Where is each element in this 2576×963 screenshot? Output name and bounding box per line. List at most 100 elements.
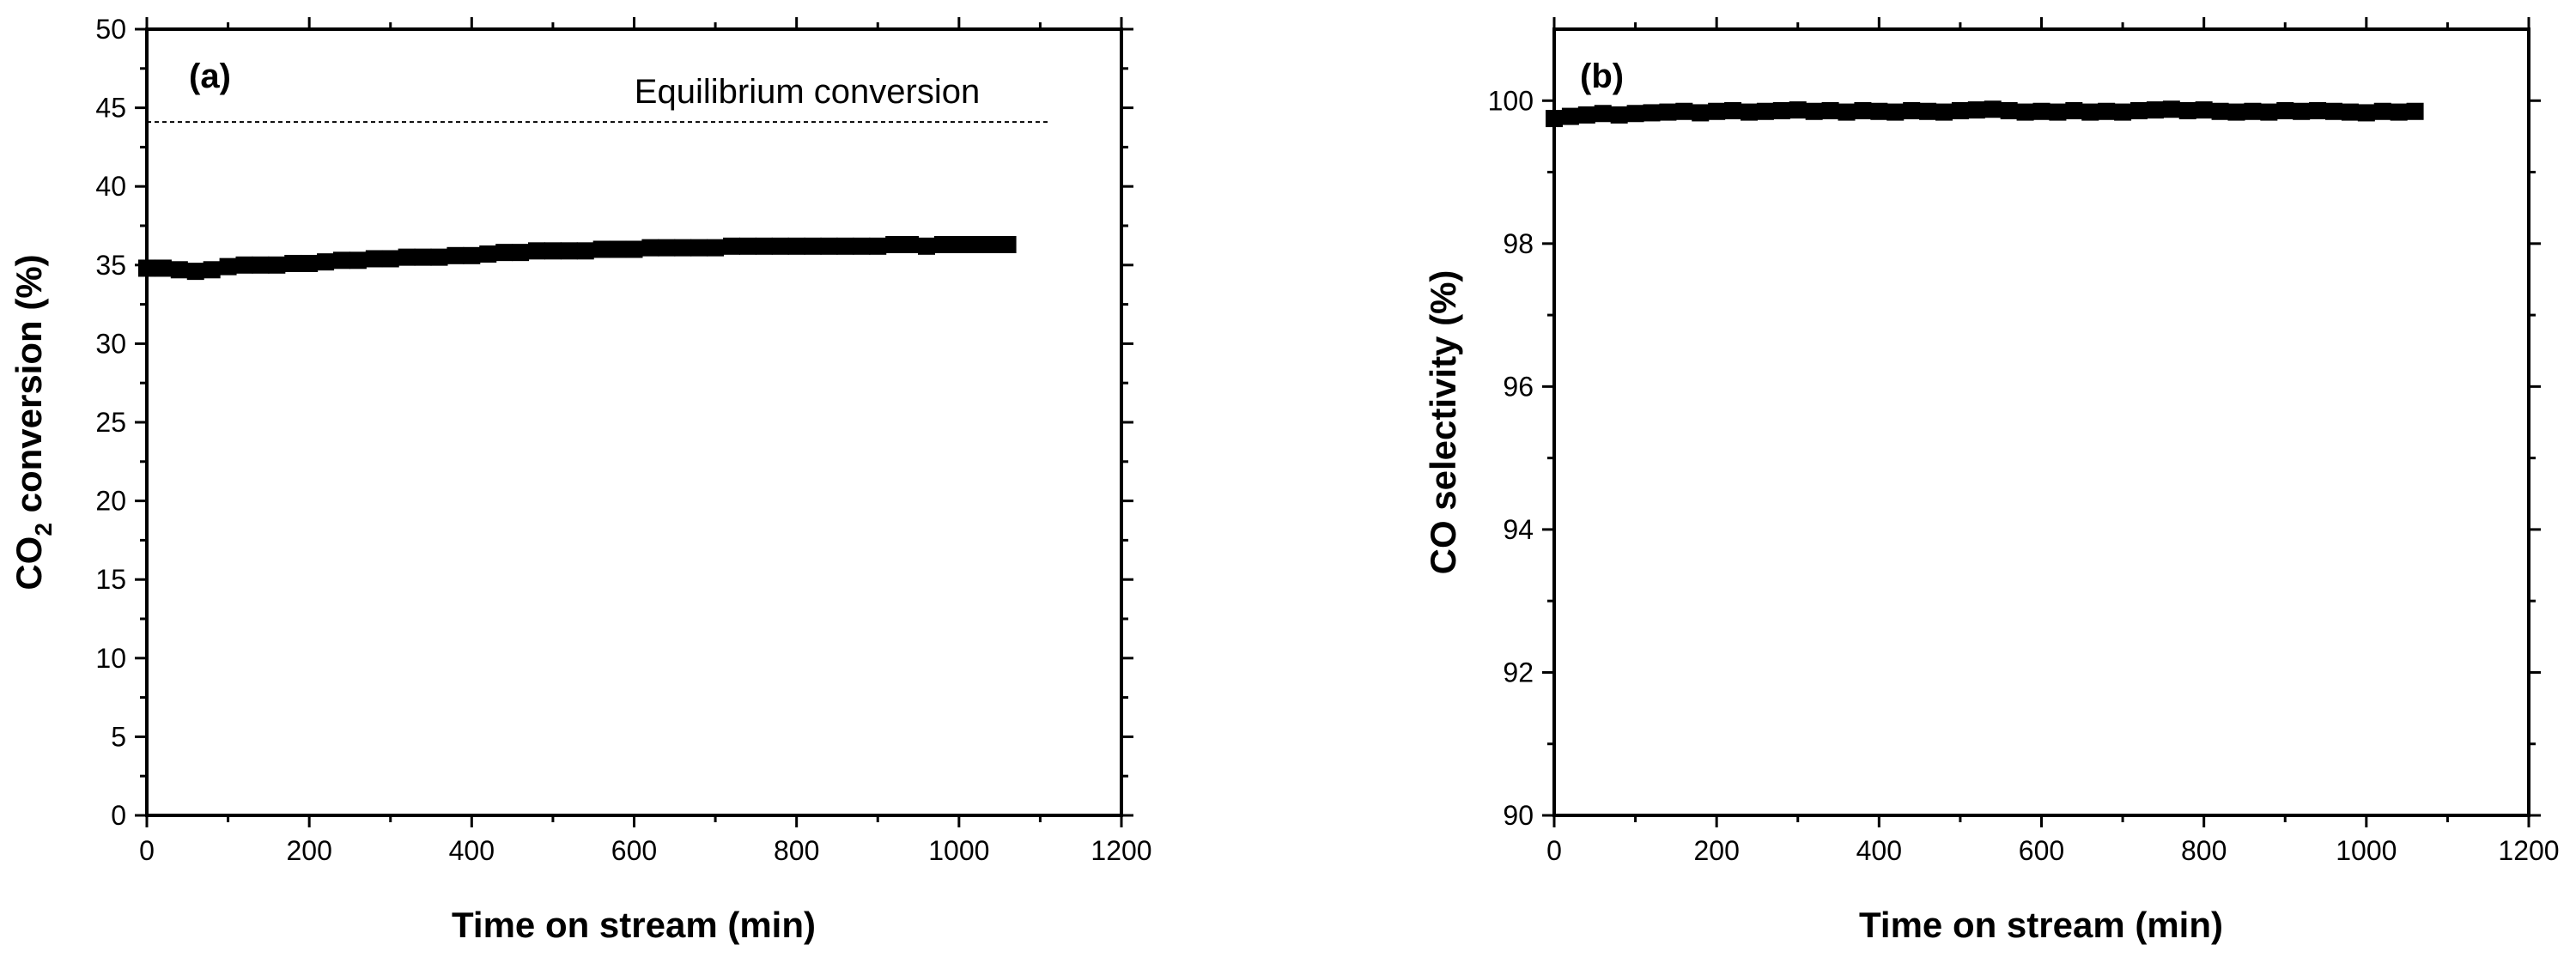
panel-a-data-point: [463, 246, 481, 264]
panel-b-data-point: [1594, 105, 1612, 123]
panel-b-data-point: [1984, 100, 2002, 118]
panel-a-data-point: [333, 251, 350, 270]
panel-b-data-point: [1821, 101, 1839, 119]
panel-b-ticks: 0 200 400 600 800 1000 1200 90 92 94 96 98 100: [1488, 17, 2560, 866]
panel-a-x-tick-label: 200: [286, 835, 331, 866]
panel-a-data-point: [902, 235, 920, 253]
panel-a-x-axis-title: Time on stream (min): [452, 905, 816, 945]
panel-b-data-point: [1854, 101, 1872, 119]
panel-a-data-point: [723, 237, 740, 255]
panel-a-y-tick-label: 15: [95, 564, 126, 595]
panel-b-data-point: [2293, 102, 2311, 120]
panel-b-data-point: [2114, 103, 2132, 121]
panel-b-data-point: [2227, 103, 2245, 121]
panel-b-data-point: [1546, 110, 1563, 128]
panel-b-data-point: [1935, 103, 1953, 121]
panel-a-x-tick-label: 400: [449, 835, 495, 866]
panel-a-data-point: [447, 246, 465, 264]
panel-a-data-point: [738, 237, 756, 255]
panel-b-data-point: [1675, 102, 1693, 120]
panel-a-y-axis-title: CO2 conversion (%): [9, 254, 57, 590]
panel-b-data-point: [1838, 103, 1856, 121]
panel-a-data-point: [317, 253, 335, 271]
panel-b-x-axis-title: Time on stream (min): [1859, 905, 2223, 945]
panel-b-data-point: [2098, 102, 2116, 120]
panel-b-data-point: [2065, 101, 2083, 119]
panel-a-data-point: [154, 259, 172, 277]
panel-b-label: (b): [1580, 58, 1624, 95]
panel-a-data-point: [869, 237, 887, 255]
panel-b-data-point: [1626, 105, 1644, 123]
panel-a-data-point: [641, 239, 659, 257]
panel-a-data-point: [755, 237, 773, 255]
panel-b-data-point: [2146, 101, 2164, 119]
panel-a-y-axis-title-subscript: 2: [30, 523, 57, 536]
panel-a-data-point: [933, 235, 951, 253]
panel-b-data-point: [2016, 103, 2034, 121]
panel-a-data-point: [885, 235, 903, 253]
equilibrium-conversion-label: Equilibrium conversion: [635, 73, 980, 111]
panel-b-data-point: [1919, 102, 1937, 120]
panel-a-data-point: [398, 248, 416, 266]
panel-a-x-tick-label: 0: [139, 835, 155, 866]
panel-b-data-point: [2244, 102, 2262, 120]
panel-a-data-point: [771, 237, 789, 255]
panel-b-data-point: [1724, 101, 1742, 119]
panel-a-data-point: [966, 235, 984, 253]
panel-a-data-point: [138, 259, 155, 277]
panel-b-data-point: [1643, 104, 1661, 122]
panel-b-data-point: [1577, 106, 1595, 124]
panel-b-x-tick-label: 1200: [2498, 835, 2559, 866]
panel-a-data-point: [804, 237, 822, 255]
panel-b-data-point: [2130, 101, 2148, 119]
panel-a-data-point: [495, 244, 513, 262]
panel-a-data-point: [349, 251, 367, 270]
panel-a-data-point: [950, 235, 968, 253]
panel-b-data-point: [2000, 101, 2018, 119]
panel-b-chart: 0 200 400 600 800 1000 1200 90 92 94 96 98 100 (b) T…: [1423, 17, 2560, 945]
panel-b-data-point: [1789, 101, 1807, 119]
panel-a-data-point: [707, 239, 725, 257]
panel-a-data-point: [625, 240, 643, 258]
panel-b-y-tick-label: 96: [1503, 371, 1534, 402]
panel-b-data-point: [2032, 102, 2050, 120]
panel-b-x-tick-label: 400: [1856, 835, 1902, 866]
panel-b-y-tick-label: 98: [1503, 228, 1534, 259]
panel-a-y-tick-label: 5: [111, 721, 126, 752]
panel-a-data-point: [820, 237, 838, 255]
panel-b-data-point: [2390, 103, 2408, 121]
panel-a-x-tick-label: 1000: [928, 835, 989, 866]
panel-b-data-point: [1967, 101, 1985, 119]
panel-a-data-point: [592, 240, 611, 258]
panel-a-y-tick-label: 45: [95, 93, 126, 124]
panel-a-y-tick-label: 25: [95, 407, 126, 438]
panel-a-data-point: [512, 244, 530, 262]
panel-a-data-point: [853, 237, 871, 255]
panel-b-data-point: [2325, 102, 2342, 120]
panel-a-y-tick-label: 0: [111, 800, 126, 831]
panel-b-data-point: [2373, 102, 2391, 120]
panel-a-data-point: [918, 237, 935, 255]
panel-a-y-axis-title-rest: conversion (%): [9, 254, 49, 523]
panel-a-data-point: [690, 239, 708, 257]
panel-b-data-point: [1870, 102, 1888, 120]
panel-b-x-tick-label: 800: [2181, 835, 2227, 866]
panel-b-data-point: [1805, 102, 1823, 120]
panel-b-y-tick-label: 94: [1503, 514, 1534, 545]
panel-b-data-point: [2357, 104, 2375, 122]
panel-b-data-point: [2309, 101, 2327, 119]
panel-b-data-point: [2211, 102, 2229, 120]
panel-b-y-tick-label: 100: [1488, 85, 1534, 116]
panel-b-data-point: [1903, 101, 1921, 119]
panel-a-x-tick-label: 600: [611, 835, 657, 866]
panel-a-data-point: [430, 248, 448, 266]
panel-a-y-axis-title-main: CO: [9, 536, 49, 591]
panel-b-data-point: [2162, 100, 2180, 118]
panel-b-data-point: [1708, 102, 1726, 120]
panel-a-data-point: [544, 242, 562, 260]
panel-a-data-point: [836, 237, 854, 255]
panel-b-data-point: [1886, 103, 1905, 121]
panel-a-data-point: [999, 235, 1017, 253]
panel-a-data-point: [982, 235, 1000, 253]
